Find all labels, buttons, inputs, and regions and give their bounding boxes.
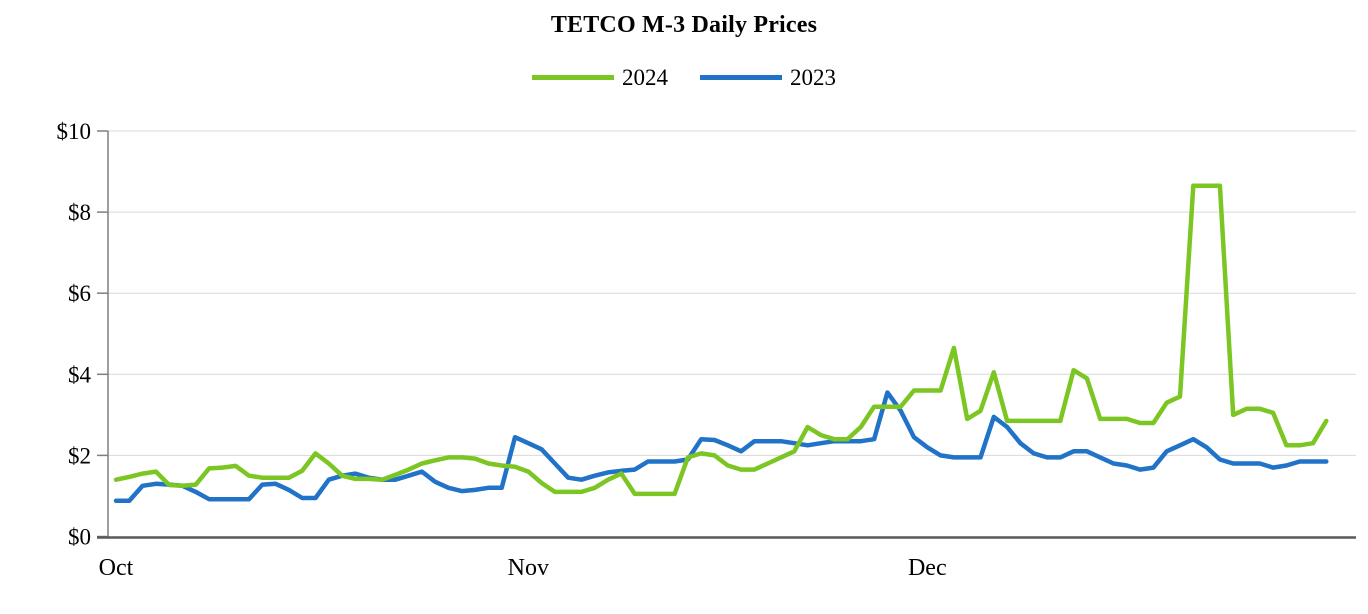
y-axis-label: $10 <box>57 119 92 144</box>
series-line-2024 <box>113 183 1329 497</box>
legend-item-2023: 2023 <box>700 66 836 89</box>
y-axis-label: $6 <box>68 281 91 306</box>
legend-item-2024: 2024 <box>532 66 668 89</box>
legend: 2024 2023 <box>0 66 1368 89</box>
legend-label-2024: 2024 <box>622 65 668 90</box>
y-axis-label: $2 <box>68 443 91 468</box>
legend-label-2023: 2023 <box>790 65 836 90</box>
legend-swatch-2023 <box>700 75 782 80</box>
x-axis-label: Nov <box>508 555 549 581</box>
legend-swatch-2024 <box>532 75 614 80</box>
chart-title: TETCO M-3 Daily Prices <box>550 12 818 38</box>
x-axis-label: Oct <box>99 555 134 581</box>
y-axis-label: $0 <box>68 525 91 550</box>
y-axis-label: $4 <box>68 362 92 387</box>
x-axis-label: Dec <box>908 555 947 581</box>
series-line-2023 <box>113 390 1329 504</box>
y-axis-label: $8 <box>68 200 91 225</box>
